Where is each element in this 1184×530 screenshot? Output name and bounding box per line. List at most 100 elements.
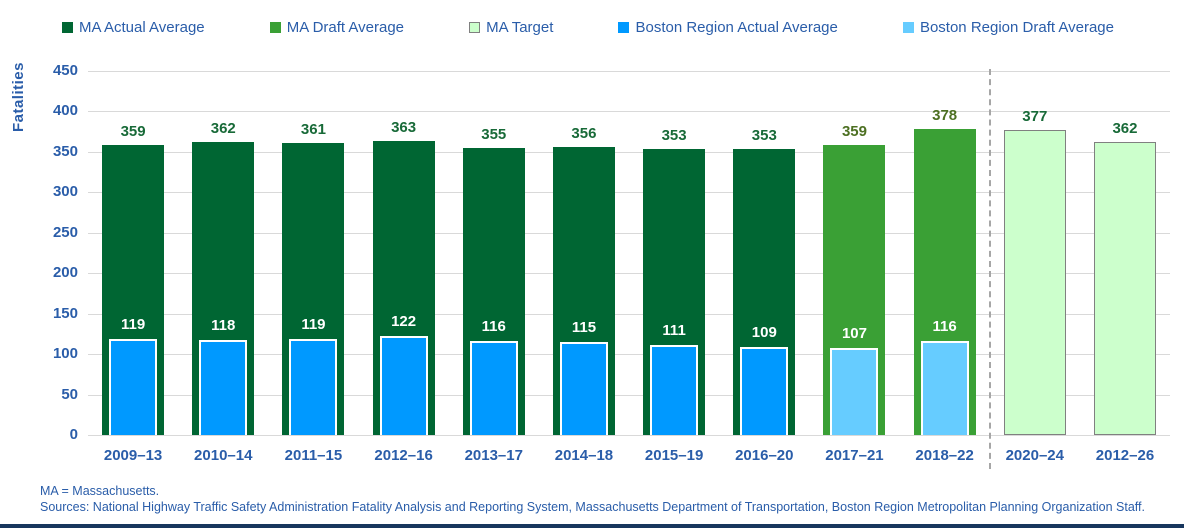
gridline	[88, 273, 1170, 275]
bar-boston-region-actual-average	[289, 338, 338, 435]
bar-ma-target	[1003, 130, 1066, 435]
bar-boston-region-actual-average	[650, 345, 699, 435]
footnotes: MA = Massachusetts. Sources: National Hi…	[40, 483, 1145, 515]
legend-item-ma-target: MA Target	[469, 19, 553, 36]
legend-label: Boston Region Draft Average	[919, 18, 1114, 36]
legend-item-boston-region-actual-average: Boston Region Actual Average	[618, 18, 838, 36]
legend-label: Boston Region Actual Average	[635, 18, 838, 36]
inner-value-label: 122	[391, 313, 417, 331]
x-tick-label: 2015–19	[644, 447, 704, 464]
bar-group: 361 119	[268, 71, 358, 435]
bottom-accent-bar	[0, 524, 1184, 528]
bar-value-label: 359	[120, 122, 146, 140]
bar-value-label: 355	[481, 125, 507, 143]
bar-group: 377	[990, 71, 1080, 435]
y-tick-label: 250	[52, 223, 78, 241]
bar-cells: 359 119 362 118 361 119 363 122 355 116 356 115 353 1…	[88, 71, 1170, 435]
bar-group: 356 115	[539, 71, 629, 435]
bar-boston-region-actual-average	[379, 336, 428, 435]
bar-boston-region-actual-average	[469, 341, 518, 435]
legend-item-ma-actual-average: MA Actual Average	[62, 19, 205, 36]
bar-group: 362 118	[178, 71, 268, 435]
x-tick-label: 2013–17	[464, 447, 523, 464]
y-tick-label: 450	[52, 62, 78, 79]
inner-value-label: 116	[481, 318, 506, 336]
x-tick-label: 2018–22	[915, 447, 974, 464]
bar-group: 353 109	[719, 71, 809, 435]
y-tick-label: 50	[61, 385, 78, 403]
gridline	[88, 354, 1170, 356]
y-tick-label: 300	[52, 183, 78, 201]
bar-boston-region-draft-average	[920, 341, 969, 435]
bar-group: 355 116	[449, 71, 539, 435]
x-tick-label: 2009–13	[103, 447, 163, 464]
x-tick-label: 2012–16	[374, 447, 433, 464]
bar-boston-region-draft-average	[830, 348, 879, 435]
legend: MA Actual Average MA Draft Average MA Targ…	[62, 16, 1114, 38]
bar-boston-region-actual-average	[559, 341, 608, 435]
bar-value-label: 359	[841, 122, 867, 140]
inner-value-label: 115	[571, 318, 597, 336]
gridline	[88, 394, 1170, 396]
y-tick-label: 100	[52, 345, 78, 363]
legend-swatch-ma-draft-average	[269, 21, 281, 33]
x-tick-label: 2014–18	[554, 447, 614, 464]
inner-value-label: 118	[211, 316, 236, 334]
bar-boston-region-actual-average	[109, 338, 158, 435]
bar-boston-region-actual-average	[740, 346, 789, 435]
bar-value-label: 378	[932, 107, 958, 125]
footnote-sources: Sources: National Highway Traffic Safety…	[40, 500, 1145, 514]
bar-group: 362	[1080, 71, 1170, 435]
x-tick-label: 2010–14	[194, 447, 253, 464]
x-tick-label: 2016–20	[735, 447, 794, 464]
legend-label: MA Target	[486, 18, 554, 36]
gridline	[88, 151, 1170, 153]
inner-value-label: 119	[301, 315, 326, 333]
dashed-separator	[989, 69, 991, 469]
bar-group: 353 111	[629, 71, 719, 435]
legend-item-ma-draft-average: MA Draft Average	[269, 18, 405, 36]
bar-value-label: 361	[300, 121, 326, 138]
bar-group: 359 107	[809, 71, 899, 435]
gridline	[88, 232, 1170, 234]
x-tick-label: 2012–26	[1095, 447, 1155, 464]
legend-swatch-ma-target	[469, 21, 481, 33]
y-tick-label: 0	[69, 426, 78, 443]
bar-value-label: 353	[661, 127, 687, 145]
legend-label: MA Draft Average	[286, 18, 405, 36]
inner-value-label: 109	[751, 323, 777, 341]
gridline	[88, 192, 1170, 194]
bar-value-label: 353	[751, 127, 777, 145]
bar-value-label: 362	[210, 120, 236, 138]
y-tick-label: 350	[52, 142, 78, 160]
bar-value-label: 362	[1112, 120, 1138, 138]
bar-value-label: 377	[1022, 108, 1048, 126]
bar-group: 363 122	[359, 71, 449, 435]
legend-swatch-ma-actual-average	[62, 21, 73, 33]
inner-value-label: 116	[932, 318, 957, 336]
bar-value-label: 356	[571, 125, 597, 143]
gridlines	[88, 71, 1170, 436]
x-tick-label: 2011–15	[284, 447, 343, 464]
y-axis-ticks: 0 50 100 150 200 250 300 350 400 450	[0, 0, 78, 530]
legend-item-boston-region-draft-average: Boston Region Draft Average	[902, 18, 1114, 36]
bar-ma-target	[1093, 142, 1156, 435]
legend-swatch-boston-region-actual-average	[618, 21, 630, 33]
plot-area: 359 119 362 118 361 119 363 122 355 116 356 115 353 1…	[88, 69, 1170, 469]
bar-boston-region-actual-average	[199, 339, 248, 435]
bar-value-label: 363	[391, 119, 417, 137]
inner-value-label: 111	[662, 322, 686, 340]
footnote-abbreviation: MA = Massachusetts.	[40, 484, 160, 498]
legend-label: MA Actual Average	[79, 18, 205, 36]
inner-value-label: 107	[841, 325, 867, 343]
y-tick-label: 150	[52, 304, 78, 322]
gridline	[88, 313, 1170, 315]
gridline	[88, 435, 1170, 436]
bar-group: 378 116	[900, 71, 990, 435]
inner-value-label: 119	[120, 315, 146, 333]
y-tick-label: 400	[52, 102, 78, 120]
y-tick-label: 200	[52, 264, 78, 282]
bar-group: 359 119	[88, 71, 178, 435]
x-axis-labels: 2009–13 2010–14 2011–15 2012–16 2013–17 2014–…	[88, 447, 1170, 464]
